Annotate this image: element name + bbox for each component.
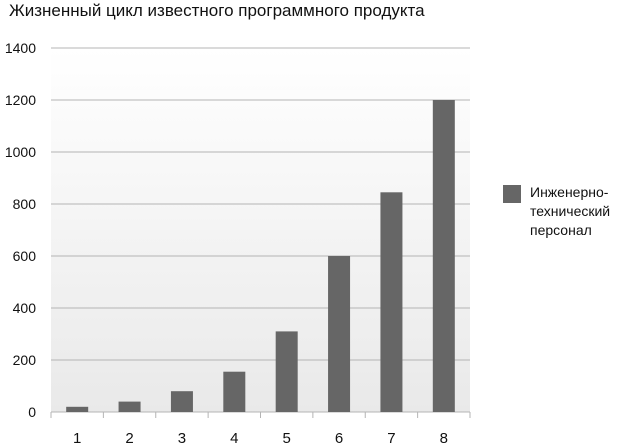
bars (66, 100, 455, 412)
chart-title: Жизненный цикл известного программного п… (9, 1, 425, 20)
x-tick-label: 1 (73, 430, 81, 447)
legend-swatch (503, 185, 521, 203)
x-tick-label: 6 (335, 430, 343, 447)
y-tick-label: 400 (13, 300, 37, 316)
y-tick-label: 1000 (5, 144, 36, 160)
y-tick-label: 800 (13, 196, 37, 212)
y-tick-label: 1200 (5, 92, 36, 108)
x-tick-label: 5 (283, 430, 291, 447)
x-tick-label: 8 (440, 430, 448, 447)
bar (380, 192, 403, 412)
bar (223, 371, 246, 412)
bar (432, 100, 455, 412)
bar (118, 401, 141, 412)
bar (328, 256, 351, 412)
y-tick-label: 1400 (5, 40, 36, 56)
y-tick-label: 200 (13, 352, 37, 368)
x-axis-ticks: 1 2 3 4 5 6 7 8 (73, 430, 448, 447)
bar (275, 331, 298, 412)
x-tick-label: 3 (178, 430, 186, 447)
y-tick-label: 0 (28, 404, 36, 420)
bar (66, 406, 89, 412)
plot-background (51, 48, 470, 412)
bar (170, 391, 193, 412)
x-tick-label: 7 (387, 430, 395, 447)
y-axis-ticks: 0 200 400 600 800 1000 1200 1400 (5, 40, 36, 420)
legend-label: Инженерно- технический персонал (530, 184, 611, 238)
x-tick-label: 2 (125, 430, 133, 447)
x-tick-label: 4 (230, 430, 238, 447)
legend: Инженерно- технический персонал (503, 183, 624, 240)
y-tick-label: 600 (13, 248, 37, 264)
